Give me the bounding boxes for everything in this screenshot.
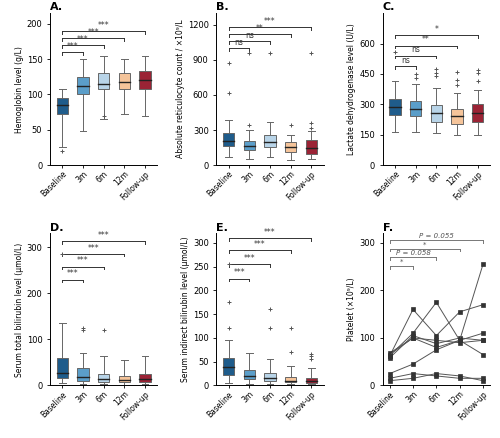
Text: ***: *** (77, 35, 89, 44)
FancyBboxPatch shape (140, 71, 150, 89)
Text: ***: *** (98, 21, 110, 30)
FancyBboxPatch shape (78, 368, 88, 381)
Text: ***: *** (67, 42, 78, 51)
Y-axis label: Serum total bilirubin level (μmol/L): Serum total bilirubin level (μmol/L) (14, 242, 24, 377)
FancyBboxPatch shape (285, 142, 296, 152)
Text: *: * (423, 241, 426, 247)
Text: B.: B. (216, 2, 229, 12)
Text: C.: C. (382, 2, 395, 12)
FancyBboxPatch shape (118, 73, 130, 89)
FancyBboxPatch shape (244, 141, 255, 151)
Text: ***: *** (264, 228, 276, 237)
Text: ***: *** (244, 254, 255, 263)
Text: E.: E. (216, 223, 228, 233)
FancyBboxPatch shape (78, 77, 88, 95)
FancyBboxPatch shape (118, 376, 130, 382)
FancyBboxPatch shape (306, 378, 317, 382)
FancyBboxPatch shape (452, 110, 462, 124)
FancyBboxPatch shape (306, 140, 317, 154)
FancyBboxPatch shape (244, 370, 255, 379)
FancyBboxPatch shape (56, 98, 68, 113)
Text: D.: D. (50, 223, 64, 233)
FancyBboxPatch shape (410, 101, 422, 117)
Text: *: * (434, 25, 438, 34)
Text: P = 0.055: P = 0.055 (419, 233, 454, 239)
Text: ***: *** (233, 268, 245, 277)
Text: ns: ns (412, 46, 420, 54)
Text: ***: *** (254, 240, 266, 249)
Text: ***: *** (264, 17, 276, 26)
Text: ***: *** (98, 231, 110, 240)
Text: ns: ns (401, 56, 410, 64)
FancyBboxPatch shape (264, 135, 276, 147)
Text: F.: F. (382, 223, 393, 233)
FancyBboxPatch shape (285, 378, 296, 382)
Text: A.: A. (50, 2, 63, 12)
FancyBboxPatch shape (223, 133, 234, 146)
Y-axis label: Serum indirect bilirubin level (μmol/L): Serum indirect bilirubin level (μmol/L) (181, 237, 190, 382)
Y-axis label: Lactate dehydrogenase level (U/L): Lactate dehydrogenase level (U/L) (348, 23, 356, 155)
Y-axis label: Absolute reticulocyte count / ×10⁹/L: Absolute reticulocyte count / ×10⁹/L (176, 20, 185, 159)
FancyBboxPatch shape (98, 374, 110, 382)
Text: **: ** (422, 35, 430, 44)
Text: **: ** (256, 24, 264, 33)
FancyBboxPatch shape (264, 373, 276, 381)
Y-axis label: Platelet (×10⁹/L): Platelet (×10⁹/L) (348, 278, 356, 341)
Text: *: * (400, 258, 403, 265)
FancyBboxPatch shape (223, 358, 234, 374)
FancyBboxPatch shape (390, 99, 400, 116)
FancyBboxPatch shape (472, 104, 484, 121)
FancyBboxPatch shape (56, 358, 68, 378)
FancyBboxPatch shape (140, 374, 150, 382)
Text: ***: *** (88, 244, 99, 253)
FancyBboxPatch shape (98, 73, 110, 89)
Text: ns: ns (234, 38, 244, 47)
FancyBboxPatch shape (430, 105, 442, 121)
Text: ***: *** (77, 256, 89, 265)
Text: ***: *** (67, 269, 78, 278)
Text: P = 0.058: P = 0.058 (396, 250, 430, 256)
Text: ns: ns (245, 31, 254, 40)
Text: ***: *** (88, 28, 99, 37)
Y-axis label: Hemoglobin level (g/L): Hemoglobin level (g/L) (15, 46, 24, 133)
